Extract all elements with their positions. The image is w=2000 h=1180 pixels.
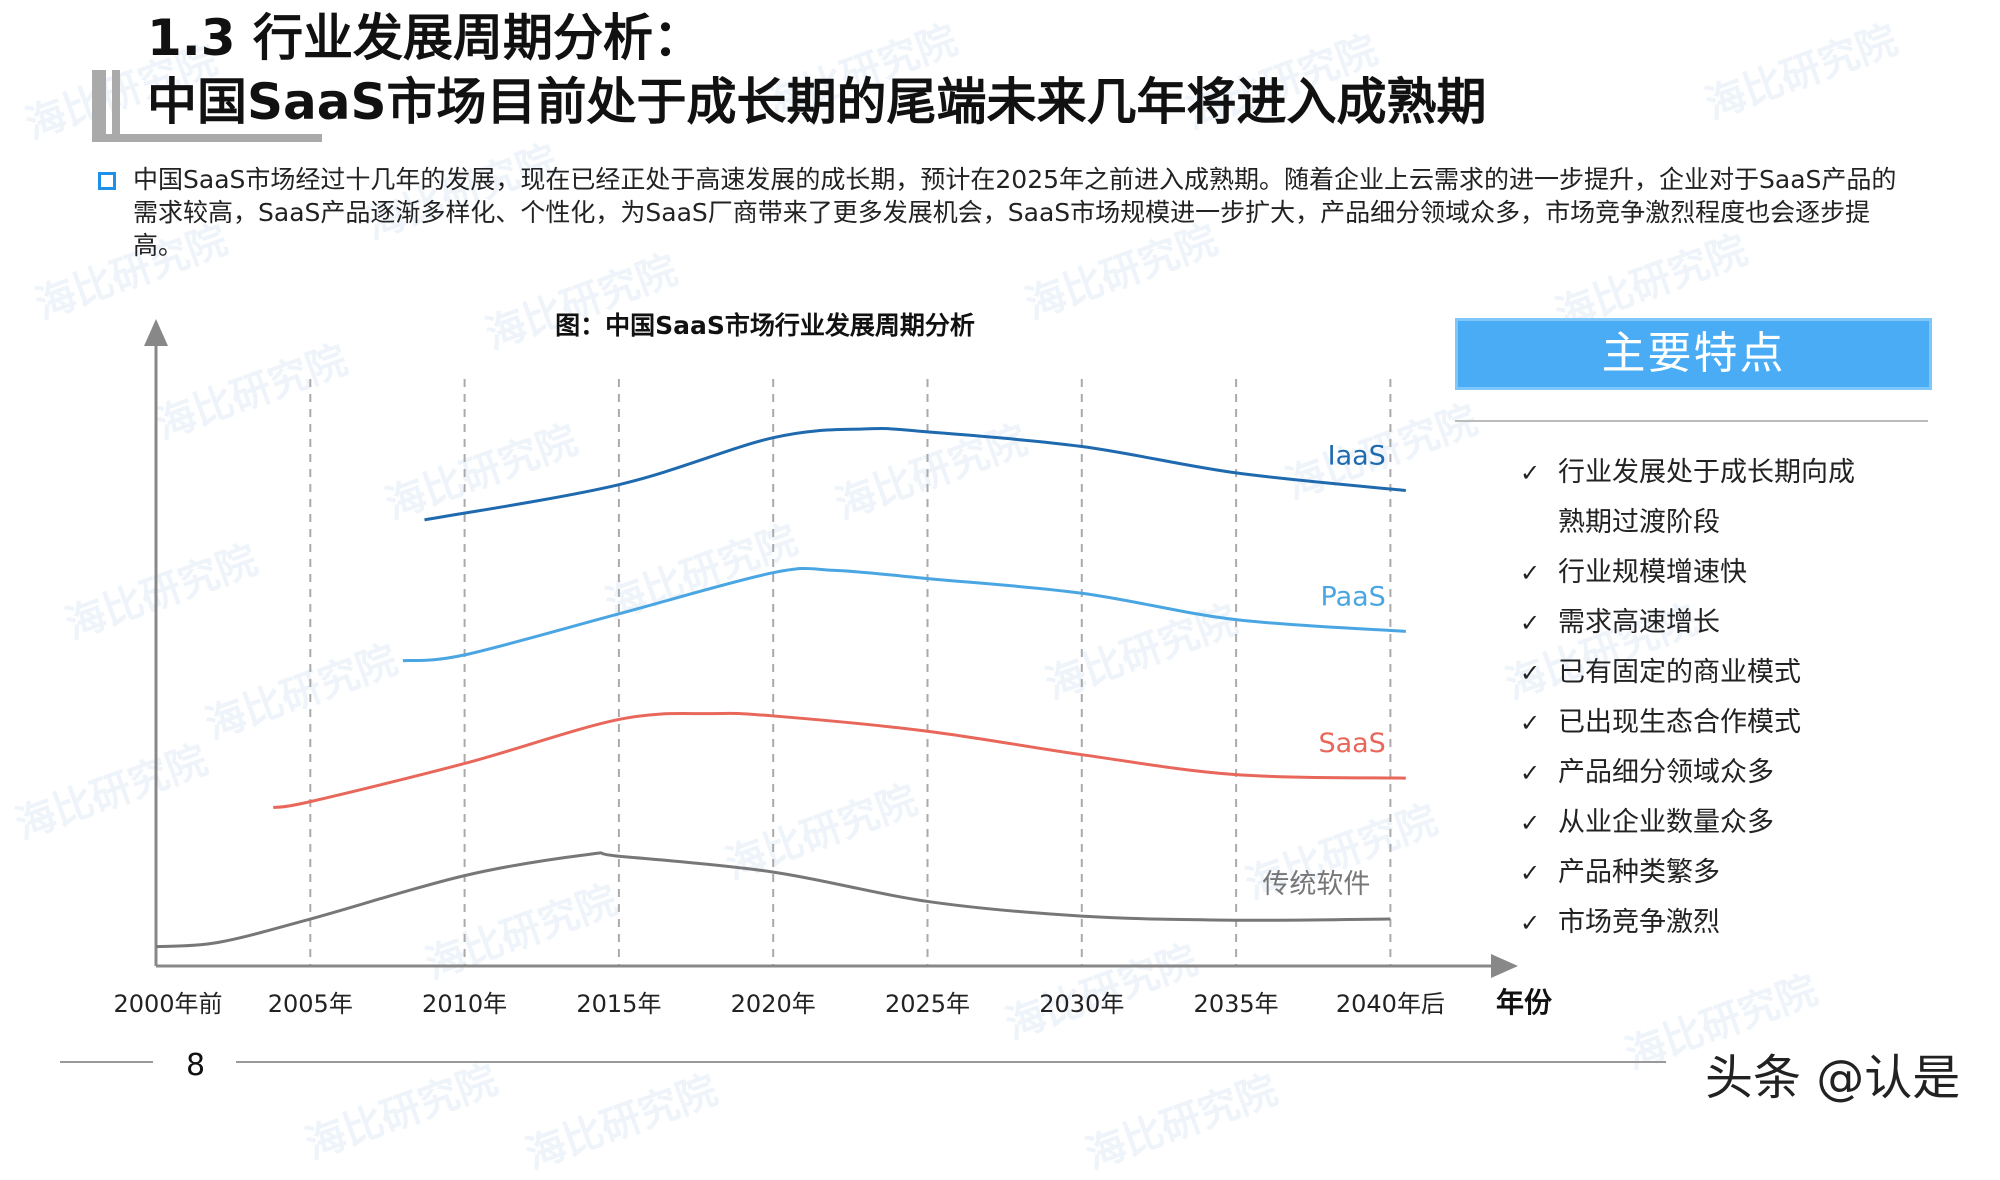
divider	[1455, 420, 1928, 422]
series-line-0	[424, 427, 1406, 522]
features-list: ✓ 行业发展处于成长期向成熟期过渡阶段 ✓ 行业规模增速快 ✓ 需求高速增长 ✓ 已有固定的商…	[1520, 448, 1940, 948]
check-icon: ✓	[1520, 759, 1541, 787]
check-icon: ✓	[1520, 859, 1541, 887]
feature-item: ✓ 行业规模增速快	[1520, 548, 1940, 598]
x-tick-label: 2015年	[576, 990, 661, 1018]
check-icon: ✓	[1520, 459, 1541, 487]
title-bracket	[112, 70, 120, 142]
footer-divider	[236, 1061, 1666, 1063]
lifecycle-chart: IaaS PaaS SaaS 传统软件 2000年前 2005年 2010年 2015年 20…	[113, 319, 1552, 1019]
x-tick-label: 2000年前	[113, 990, 222, 1018]
feature-item: ✓ 产品种类繁多	[1520, 848, 1940, 898]
feature-item: ✓ 行业发展处于成长期向成熟期过渡阶段	[1520, 448, 1858, 548]
x-tick-label: 2005年	[268, 990, 353, 1018]
x-tick-label: 2010年	[422, 990, 507, 1018]
square-bullet-icon	[98, 172, 116, 190]
x-tick-label: 2025年	[885, 990, 970, 1018]
feature-item: ✓ 已有固定的商业模式	[1520, 648, 1940, 698]
series-line-1	[402, 566, 1406, 663]
feature-text: 行业规模增速快	[1558, 557, 1747, 588]
feature-text: 行业发展处于成长期向成熟期过渡阶段	[1558, 457, 1855, 538]
feature-item: ✓ 产品细分领域众多	[1520, 748, 1940, 798]
intro-paragraph: 中国SaaS市场经过十几年的发展，现在已经正处于高速发展的成长期，预计在2025…	[133, 165, 1897, 260]
check-icon: ✓	[1520, 609, 1541, 637]
feature-text: 已出现生态合作模式	[1558, 707, 1801, 738]
x-tick-label: 2030年	[1039, 990, 1124, 1018]
check-icon: ✓	[1520, 559, 1541, 587]
features-header: 主要特点	[1455, 318, 1932, 390]
series-label: PaaS	[1321, 581, 1386, 612]
series-label: SaaS	[1318, 728, 1385, 759]
check-icon: ✓	[1520, 709, 1541, 737]
check-icon: ✓	[1520, 659, 1541, 687]
x-tick-label: 2040年后	[1336, 990, 1445, 1018]
feature-item: ✓ 已出现生态合作模式	[1520, 698, 1940, 748]
x-tick-label: 2035年	[1194, 990, 1279, 1018]
feature-item: ✓ 需求高速增长	[1520, 598, 1940, 648]
feature-item: ✓ 市场竞争激烈	[1520, 898, 1940, 948]
title-bracket	[92, 134, 322, 142]
x-axis-label: 年份	[1496, 986, 1552, 1019]
feature-text: 需求高速增长	[1558, 607, 1720, 638]
series-label: 传统软件	[1262, 869, 1370, 900]
page-number: 8	[186, 1048, 206, 1083]
page-title-line2: 中国SaaS市场目前处于成长期的尾端未来几年将进入成熟期	[147, 73, 1487, 131]
source-credit: 头条 @认是	[1705, 1050, 1961, 1106]
series-line-3	[155, 851, 1391, 949]
title-bracket	[92, 70, 106, 142]
feature-item: ✓ 从业企业数量众多	[1520, 798, 1940, 848]
feature-text: 产品细分领域众多	[1558, 757, 1774, 788]
feature-text: 产品种类繁多	[1558, 857, 1720, 888]
feature-text: 从业企业数量众多	[1558, 807, 1774, 838]
page-title-line1: 1.3 行业发展周期分析：	[147, 9, 703, 67]
check-icon: ✓	[1520, 909, 1541, 937]
feature-text: 已有固定的商业模式	[1558, 657, 1801, 688]
chart-title: 图：中国SaaS市场行业发展周期分析	[555, 311, 975, 340]
series-label: IaaS	[1328, 441, 1386, 472]
feature-text: 市场竞争激烈	[1558, 907, 1720, 938]
x-tick-label: 2020年	[731, 990, 816, 1018]
footer-divider	[60, 1061, 153, 1063]
series-line-2	[273, 711, 1406, 809]
check-icon: ✓	[1520, 809, 1541, 837]
